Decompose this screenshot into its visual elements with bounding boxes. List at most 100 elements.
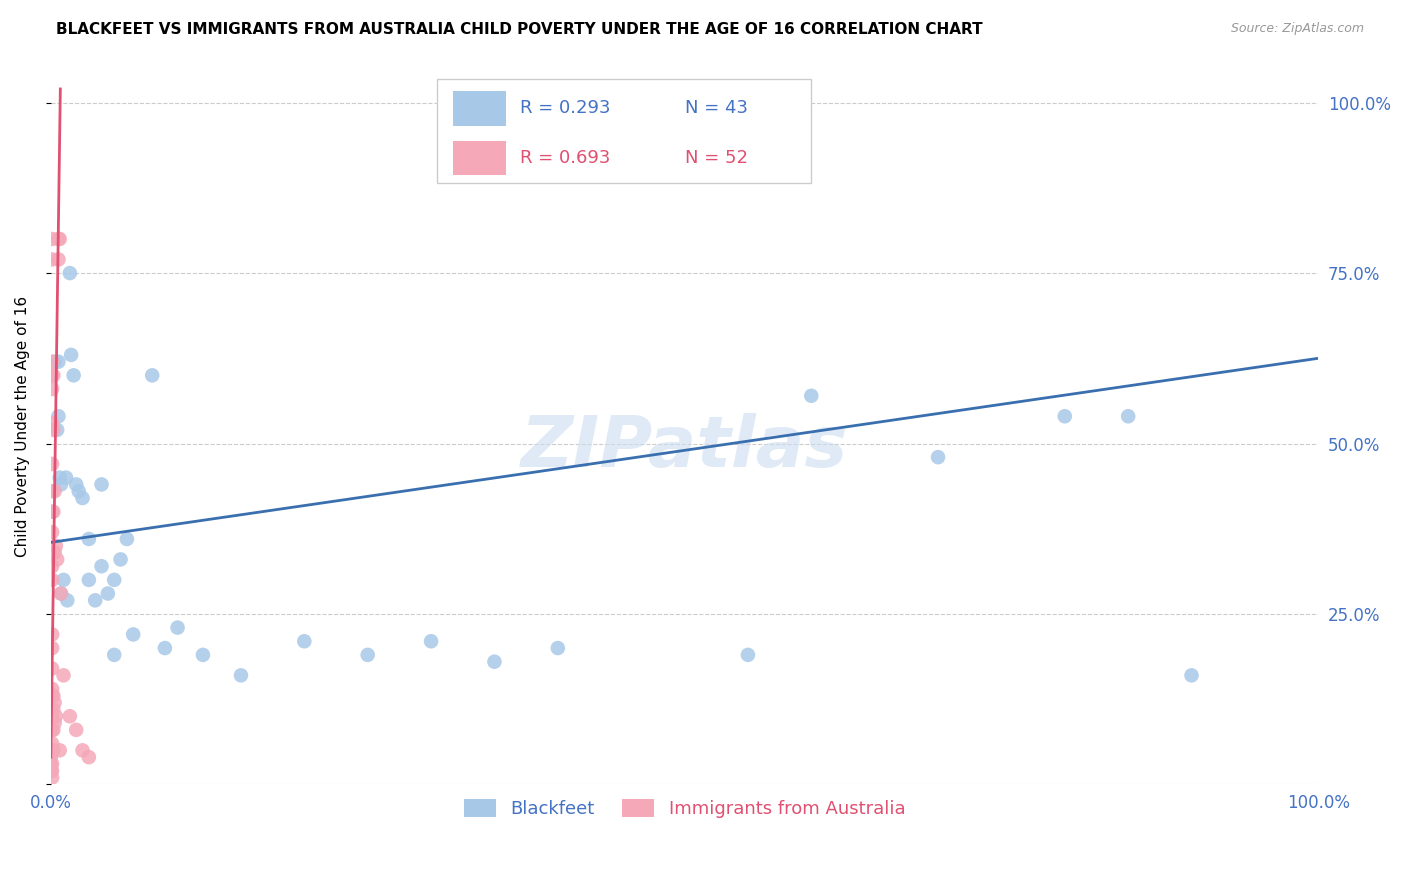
Point (48, 743, 70, 757)
Point (41, 573, 63, 587)
Point (48, 470, 70, 484)
Point (41, 743, 63, 757)
FancyBboxPatch shape (453, 141, 506, 176)
Text: N = 52: N = 52 (685, 149, 748, 167)
Point (41, 252, 63, 267)
Point (41, 661, 63, 675)
Point (41, 771, 63, 785)
Point (110, 552, 132, 566)
Point (84, 593, 107, 607)
Point (65, 723, 87, 737)
Point (41, 484, 63, 499)
Point (62, 368, 84, 383)
Point (77, 532, 100, 546)
Point (42, 689, 65, 703)
Point (357, 648, 380, 662)
Point (41, 737, 63, 751)
Point (39, 764, 62, 778)
Point (166, 621, 188, 635)
Point (41, 416, 63, 430)
Point (42, 505, 65, 519)
Point (77, 573, 100, 587)
Point (153, 641, 176, 656)
Point (45, 539, 67, 553)
Point (191, 648, 214, 662)
Point (41, 354, 63, 368)
Point (67, 484, 90, 499)
Point (44, 484, 66, 499)
Point (41, 709, 63, 723)
Point (48, 409, 70, 424)
Point (49, 586, 72, 600)
Point (90, 477, 112, 491)
Point (56, 593, 79, 607)
Point (42, 743, 65, 757)
Legend: Blackfeet, Immigrants from Australia: Blackfeet, Immigrants from Australia (457, 792, 912, 825)
Point (72, 491, 94, 505)
Point (46, 423, 69, 437)
Point (44, 546, 66, 560)
Point (41, 368, 63, 383)
Point (52, 668, 75, 682)
Point (44, 354, 66, 368)
Point (49, 586, 72, 600)
Point (229, 668, 252, 682)
Point (122, 627, 145, 641)
Point (41, 641, 63, 656)
Point (41, 689, 63, 703)
Point (41, 627, 63, 641)
Point (420, 634, 443, 648)
Text: R = 0.693: R = 0.693 (520, 149, 610, 167)
Point (42, 723, 65, 737)
Point (42, 423, 65, 437)
Point (52, 573, 75, 587)
Text: Source: ZipAtlas.com: Source: ZipAtlas.com (1230, 22, 1364, 36)
Point (41, 764, 63, 778)
Point (115, 532, 138, 546)
Point (90, 559, 112, 574)
Point (59, 266, 82, 280)
Point (48, 252, 70, 267)
Point (41, 505, 63, 519)
Point (1116, 409, 1139, 424)
Point (39, 743, 62, 757)
Y-axis label: Child Poverty Under the Age of 16: Child Poverty Under the Age of 16 (15, 296, 30, 557)
Point (44, 716, 66, 731)
Point (44, 696, 66, 710)
Point (72, 743, 94, 757)
Point (45, 709, 67, 723)
Point (48, 354, 70, 368)
Point (41, 756, 63, 771)
Point (737, 648, 759, 662)
Point (48, 232, 70, 246)
Point (141, 368, 163, 383)
Point (484, 655, 506, 669)
Point (41, 382, 63, 396)
Point (48, 232, 70, 246)
Text: R = 0.293: R = 0.293 (520, 99, 610, 118)
Text: BLACKFEET VS IMMIGRANTS FROM AUSTRALIA CHILD POVERTY UNDER THE AGE OF 16 CORRELA: BLACKFEET VS IMMIGRANTS FROM AUSTRALIA C… (56, 22, 983, 37)
Point (1053, 409, 1076, 424)
FancyBboxPatch shape (453, 91, 506, 126)
Point (41, 681, 63, 696)
Point (77, 750, 100, 764)
Point (60, 348, 83, 362)
Point (46, 552, 69, 566)
Point (103, 573, 125, 587)
Point (41, 723, 63, 737)
Point (547, 641, 569, 656)
Point (42, 702, 65, 716)
Text: N = 43: N = 43 (685, 99, 748, 118)
Point (800, 389, 823, 403)
Point (59, 709, 82, 723)
Point (55, 470, 77, 484)
Point (41, 525, 63, 540)
Point (65, 477, 87, 491)
Point (42, 368, 65, 383)
Point (1180, 668, 1202, 682)
Point (41, 457, 63, 471)
Point (292, 634, 315, 648)
FancyBboxPatch shape (437, 79, 811, 183)
Point (97, 586, 120, 600)
Point (41, 559, 63, 574)
